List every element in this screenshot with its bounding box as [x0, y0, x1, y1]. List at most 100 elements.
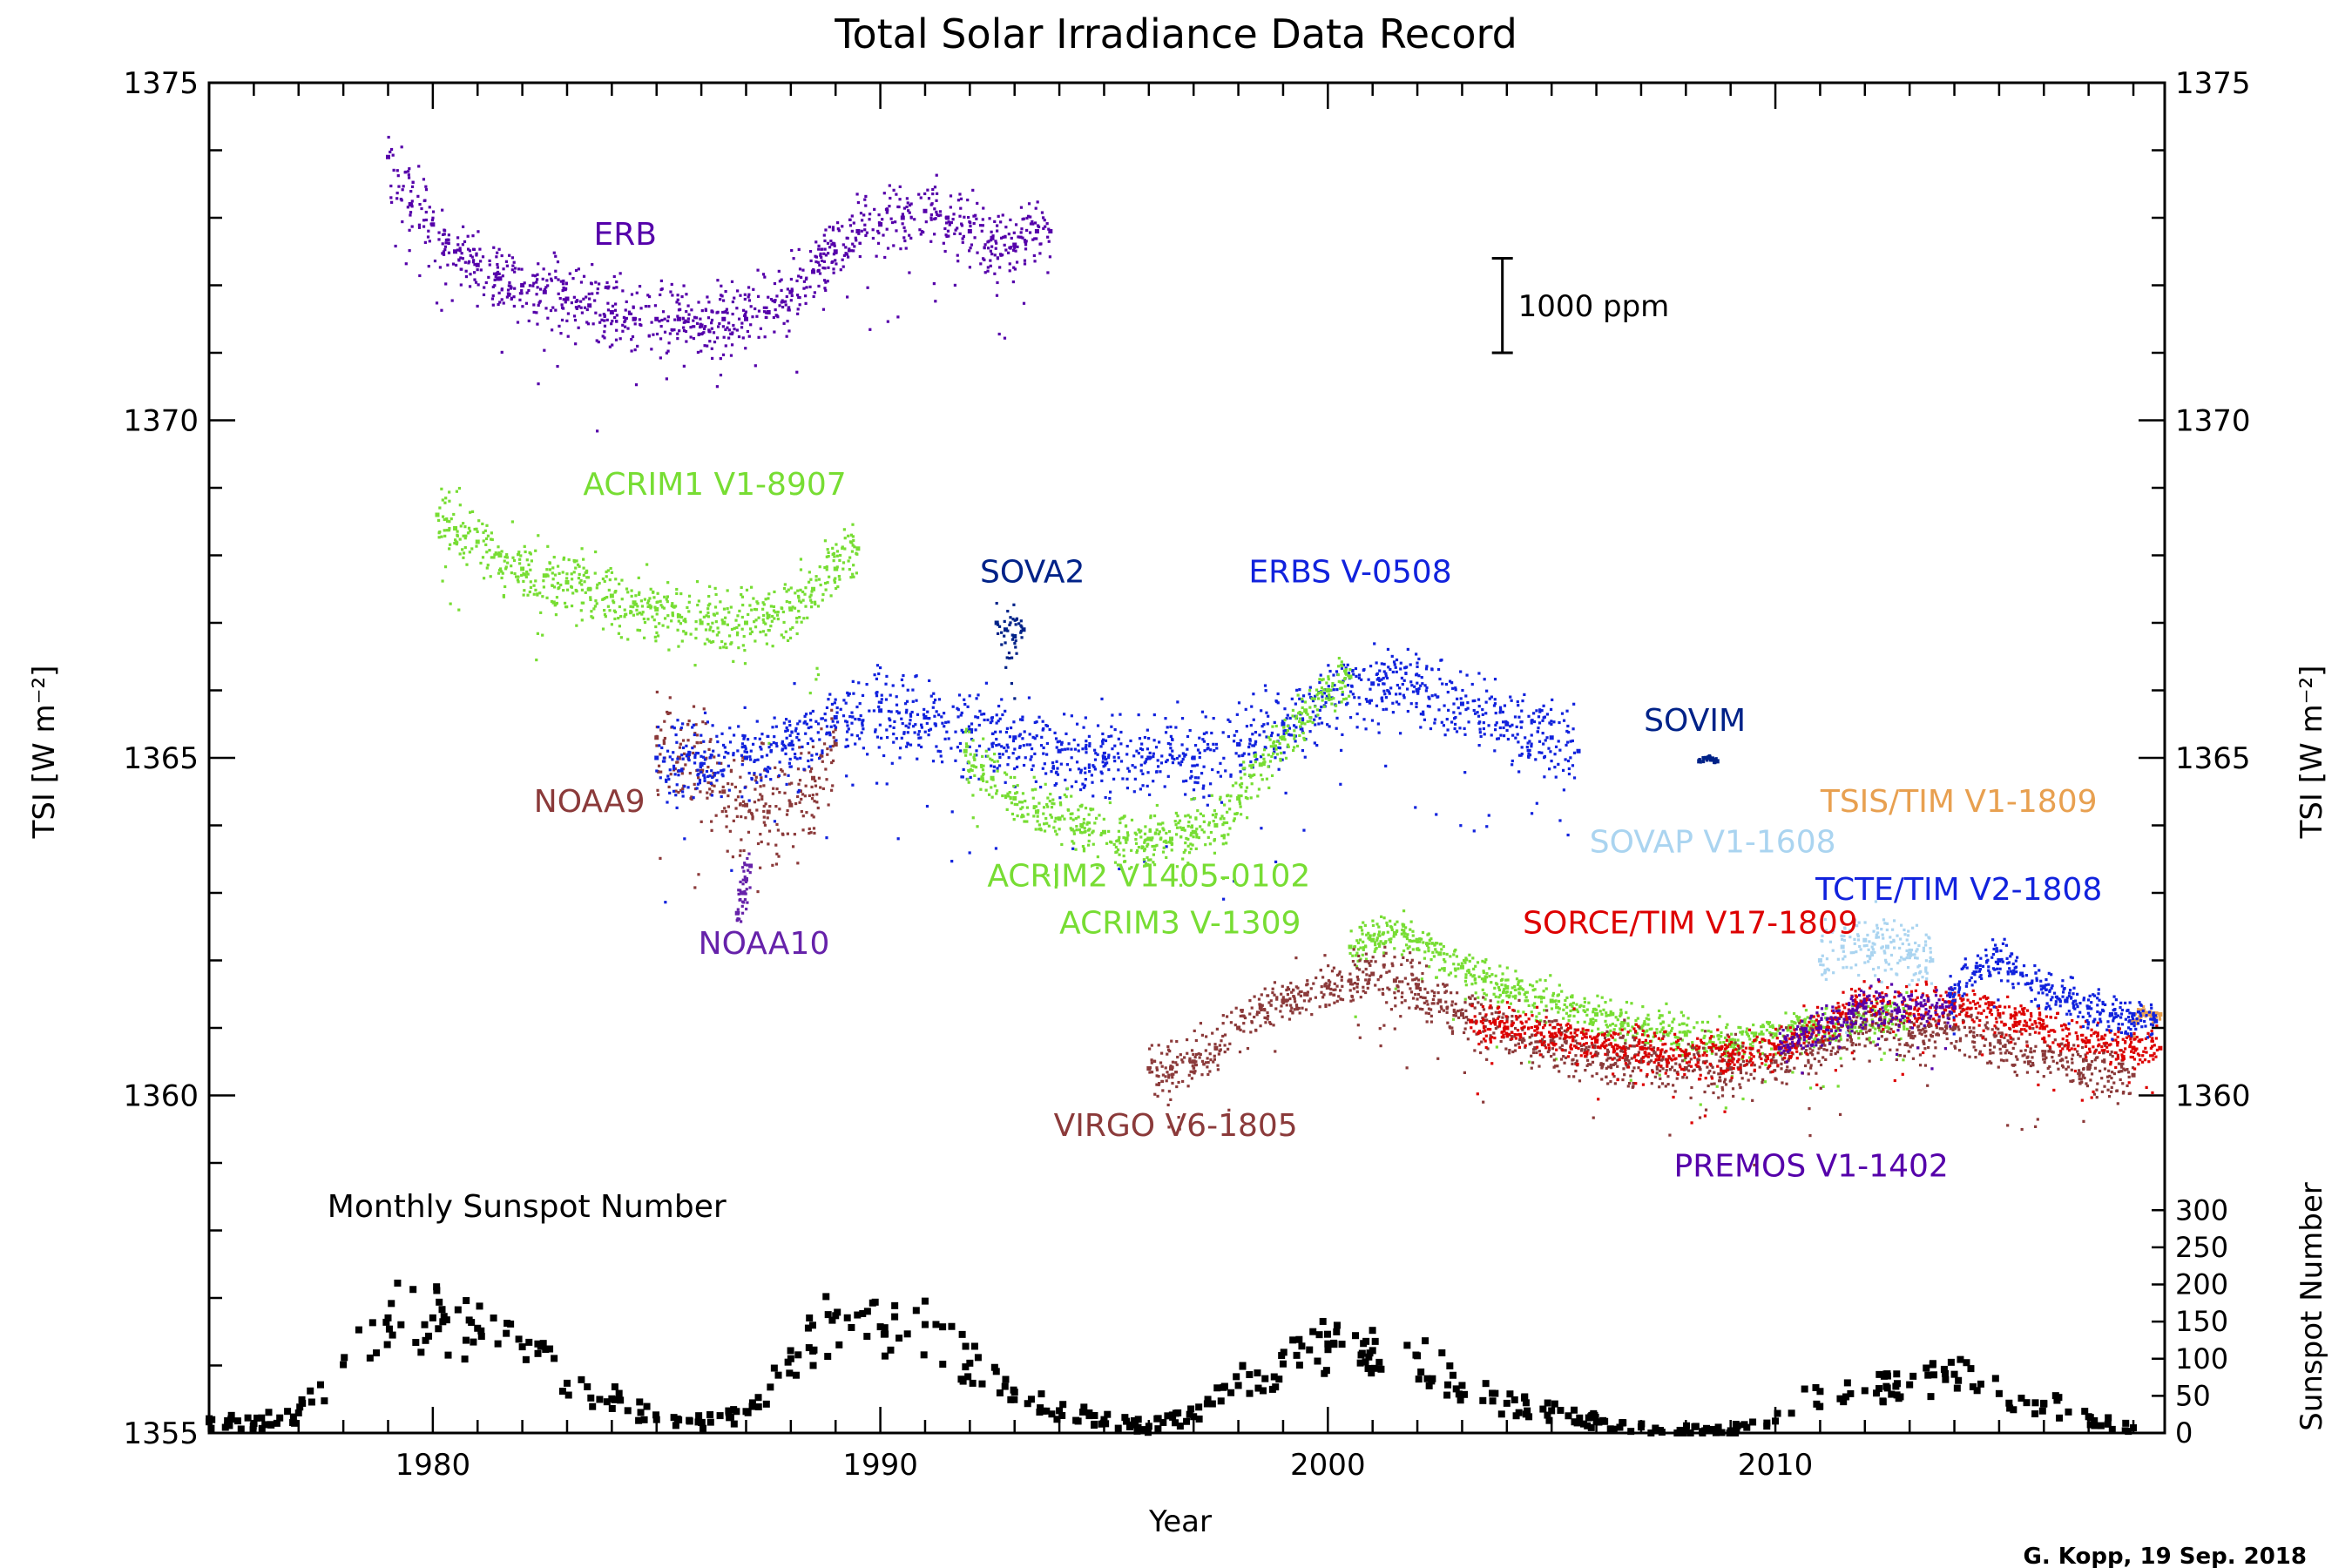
tsi-point: [788, 742, 794, 747]
tsi-point: [1119, 841, 1122, 845]
tsi-point: [551, 566, 555, 570]
tsi-point: [1292, 724, 1296, 727]
tsi-point: [724, 809, 727, 814]
tsi-point: [562, 279, 565, 283]
tsi-point: [1081, 747, 1085, 751]
tsi-point: [896, 837, 900, 841]
tsi-point: [832, 271, 835, 274]
tsi-point: [972, 214, 976, 218]
tsi-point: [808, 794, 811, 798]
tsi-point: [1142, 858, 1146, 862]
tsi-point: [1587, 1001, 1591, 1004]
tsi-point: [601, 598, 605, 601]
tsi-point: [1262, 730, 1266, 733]
tsi-point: [967, 725, 971, 728]
tsi-point: [1492, 704, 1497, 707]
tsi-point: [748, 863, 754, 868]
tsi-point: [727, 611, 731, 614]
tsi-point: [768, 767, 772, 770]
tsi-point: [1087, 734, 1092, 738]
tsi-point: [1517, 980, 1520, 984]
tsi-point: [836, 585, 840, 589]
tsi-point: [462, 556, 465, 559]
tsi-point: [1748, 1043, 1753, 1046]
tsi-point: [409, 211, 413, 214]
tsi-point: [900, 717, 903, 720]
tsi-point: [1337, 679, 1341, 683]
tsi-point: [814, 753, 819, 756]
tsi-point: [1250, 705, 1254, 708]
tsi-point: [1748, 1037, 1752, 1041]
tsi-point: [583, 306, 587, 309]
tsi-point: [736, 908, 740, 911]
tsi-point: [1480, 977, 1484, 981]
tsi-point: [755, 808, 759, 812]
tsi-point: [1400, 932, 1403, 936]
tsi-point: [1605, 1011, 1608, 1015]
tsi-point: [781, 741, 784, 746]
tsi-point: [897, 711, 901, 714]
tsi-point: [602, 313, 605, 316]
tsi-point: [797, 596, 801, 599]
tsi-point: [1631, 1025, 1634, 1029]
tsi-point: [490, 531, 493, 535]
tsi-point: [1001, 253, 1004, 257]
series-noaa9: [654, 690, 838, 894]
tsi-point: [740, 746, 744, 749]
tsi-point: [960, 222, 963, 226]
tsi-point: [1562, 719, 1566, 722]
tsi-point: [1130, 818, 1134, 822]
tsi-point: [743, 313, 747, 316]
tsi-point: [777, 269, 781, 273]
tsi-point: [958, 214, 962, 218]
tsi-point: [1484, 976, 1489, 979]
tsi-point: [703, 776, 706, 780]
tsi-point: [780, 301, 783, 304]
tsi-point: [1438, 677, 1442, 681]
tsi-point: [1213, 815, 1218, 819]
tsi-point: [773, 300, 776, 304]
tsi-point: [1301, 718, 1305, 722]
tsi-point: [777, 774, 781, 778]
tsi-point: [864, 194, 868, 199]
tsi-point: [1497, 988, 1502, 992]
tsi-point: [720, 794, 723, 799]
tsi-point: [975, 697, 978, 700]
tsi-point: [1111, 747, 1114, 751]
tsi-point: [989, 259, 992, 262]
tsi-point: [796, 862, 800, 865]
tsi-point: [536, 322, 539, 326]
tsi-point: [504, 585, 507, 589]
tsi-point: [727, 764, 730, 767]
tsi-point: [1165, 855, 1168, 860]
tsi-point: [825, 555, 828, 558]
tsi-point: [747, 612, 750, 617]
tsi-point: [814, 602, 817, 606]
tsi-point: [1187, 851, 1192, 855]
tsi-point: [735, 633, 740, 637]
tsi-point: [832, 267, 835, 271]
tsi-point: [1189, 770, 1193, 774]
tsi-point: [763, 335, 767, 339]
tsi-point: [973, 758, 977, 761]
tsi-point: [423, 240, 427, 244]
tsi-point: [660, 746, 664, 750]
tsi-point: [1130, 848, 1133, 852]
tsi-point: [1260, 774, 1263, 777]
tsi-point: [913, 218, 916, 221]
tsi-point: [1190, 774, 1193, 778]
tsi-point: [535, 293, 538, 296]
tsi-point: [1527, 714, 1531, 718]
tsi-point: [1036, 820, 1039, 823]
tsi-point: [720, 732, 724, 735]
tsi-point: [1370, 719, 1375, 722]
tsi-point: [679, 622, 683, 625]
tsi-point: [632, 613, 636, 617]
tsi-point: [1128, 867, 1132, 870]
tsi-point: [1752, 1031, 1755, 1035]
tsi-point: [666, 319, 670, 322]
tsi-point: [720, 618, 724, 622]
tsi-point: [636, 612, 639, 616]
tsi-point: [761, 273, 766, 276]
tsi-point: [479, 260, 483, 263]
